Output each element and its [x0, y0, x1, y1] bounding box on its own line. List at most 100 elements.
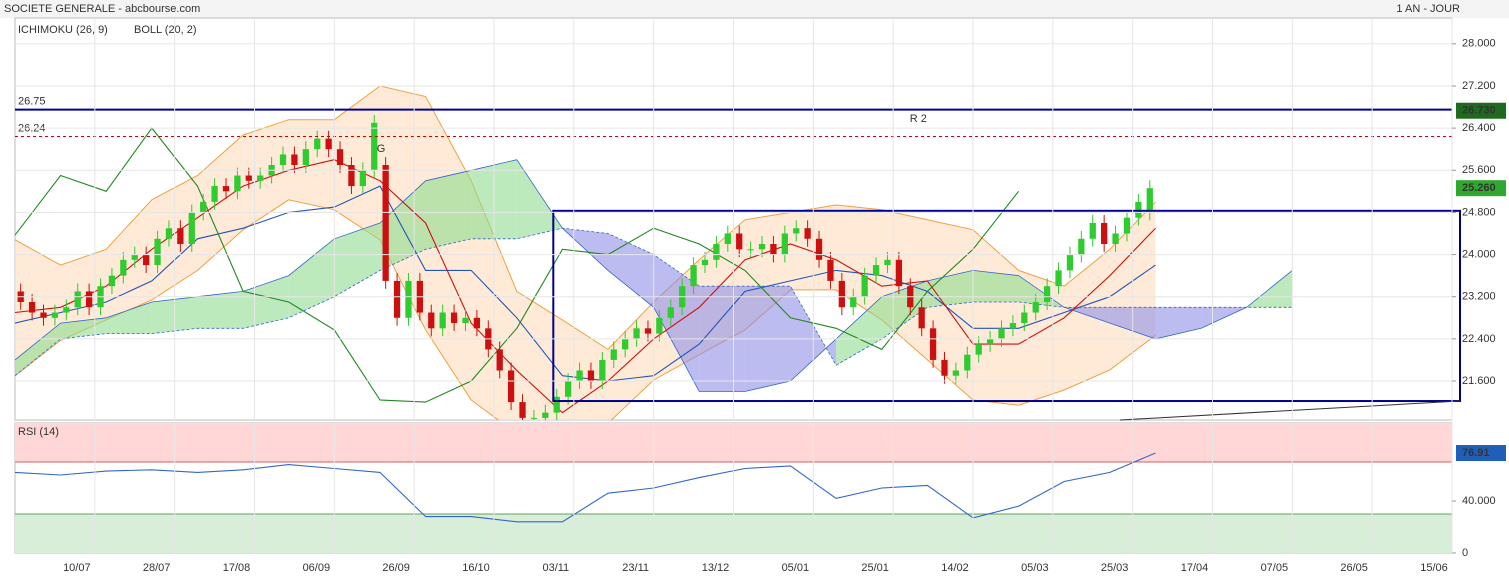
rsi-last-label: 76.91	[1462, 447, 1490, 459]
candle-body	[1101, 222, 1108, 245]
kijun-line	[15, 185, 1156, 382]
candle-body	[393, 280, 401, 318]
candle-body	[747, 249, 754, 251]
candle-body	[667, 307, 674, 318]
rsi-label: RSI (14)	[18, 426, 59, 438]
x-tick-label: 14/02	[941, 562, 969, 574]
annotation: G	[377, 143, 386, 155]
x-tick-label: 17/08	[223, 562, 251, 574]
cloud	[973, 270, 1019, 302]
candle-body	[234, 175, 241, 192]
candle-body	[1021, 312, 1028, 324]
candle-body	[724, 233, 731, 245]
candle-body	[1055, 270, 1062, 287]
x-tick-label: 17/04	[1181, 562, 1209, 574]
candle-body	[1009, 323, 1017, 329]
channel	[552, 209, 1461, 403]
candle-body	[838, 280, 845, 308]
candle-body	[245, 175, 252, 181]
candle-body	[713, 244, 720, 260]
candle-body	[644, 328, 652, 334]
candle-body	[108, 275, 116, 287]
rsi-line	[15, 452, 1156, 523]
candle-body	[74, 291, 81, 308]
candle-body	[63, 307, 70, 313]
candle-body	[599, 359, 606, 382]
chart-subtitle: 1 AN - JOUR	[1396, 3, 1460, 15]
candle-body	[325, 138, 332, 150]
candle-body	[371, 122, 378, 171]
candle-body	[918, 307, 925, 329]
candle-body	[952, 370, 960, 376]
candle-body	[815, 238, 823, 260]
x-tick-label: 25/01	[861, 562, 889, 574]
cloud	[15, 323, 61, 376]
x-tick-label: 28/07	[143, 562, 171, 574]
x-tick-label: 05/01	[782, 562, 810, 574]
x-tick-label: 26/09	[382, 562, 410, 574]
candle-body	[850, 296, 857, 308]
candle-body	[257, 175, 264, 181]
candle-body	[188, 212, 195, 245]
y-tick-label: 22.400	[1462, 333, 1496, 345]
candle-body	[975, 344, 982, 355]
candle-body	[827, 259, 834, 281]
candle-body	[439, 312, 446, 329]
x-tick-label: 23/11	[622, 562, 649, 574]
x-tick-label: 06/09	[303, 562, 331, 574]
x-tick-label: 15/06	[1420, 562, 1448, 574]
y-tick-label: 26.400	[1462, 122, 1496, 134]
candle-body	[701, 259, 709, 266]
candle-body	[1032, 301, 1039, 313]
x-tick-label: 25/03	[1101, 562, 1129, 574]
candle-body	[85, 291, 93, 308]
x-tick-label: 05/03	[1021, 562, 1049, 574]
candle-body	[793, 228, 800, 234]
candle-body	[986, 338, 994, 345]
candle-body	[770, 244, 777, 255]
cloud	[334, 222, 380, 297]
cloud	[288, 238, 335, 318]
candle-body	[473, 317, 481, 329]
candle-body	[279, 154, 287, 165]
cloud	[197, 291, 244, 329]
bollinger-area	[15, 85, 1156, 420]
candle-body	[211, 186, 218, 202]
chikou-line	[15, 127, 1020, 403]
candle-body	[40, 312, 47, 318]
candle-body	[51, 312, 59, 318]
candle-body	[200, 201, 207, 213]
rsi-tick-label: 0	[1462, 547, 1468, 559]
candle-body	[496, 349, 503, 371]
candle-body	[507, 370, 515, 403]
candle-body	[690, 265, 697, 287]
candle-body	[1112, 233, 1119, 245]
candle-body	[622, 338, 629, 350]
candle-body	[1135, 201, 1142, 218]
y-tick-label: 24.800	[1462, 206, 1496, 218]
candle-body	[165, 228, 173, 239]
cloud	[1155, 307, 1202, 339]
candle-body	[929, 328, 937, 360]
candle-body	[861, 275, 868, 297]
level-box-label: 26.730	[1462, 105, 1496, 117]
candle-body	[154, 238, 161, 266]
x-tick-label: 16/10	[462, 562, 490, 574]
candle-body	[359, 170, 366, 187]
candle-body	[450, 312, 458, 324]
candle-body	[553, 396, 560, 413]
candle-body	[28, 301, 36, 313]
candle-body	[1089, 222, 1096, 239]
candle-body	[291, 154, 298, 165]
annotation: R 2	[910, 113, 927, 125]
candle-body	[633, 328, 640, 339]
candle-body	[1066, 254, 1074, 271]
candle-body	[964, 354, 971, 371]
chart-title: SOCIETE GENERALE - abcbourse.com	[4, 3, 200, 15]
candle-body	[519, 402, 526, 418]
header-bar	[0, 0, 1509, 18]
cloud	[106, 301, 152, 334]
candle-body	[1043, 286, 1051, 302]
candle-body	[382, 164, 389, 281]
candle-body	[884, 259, 891, 266]
